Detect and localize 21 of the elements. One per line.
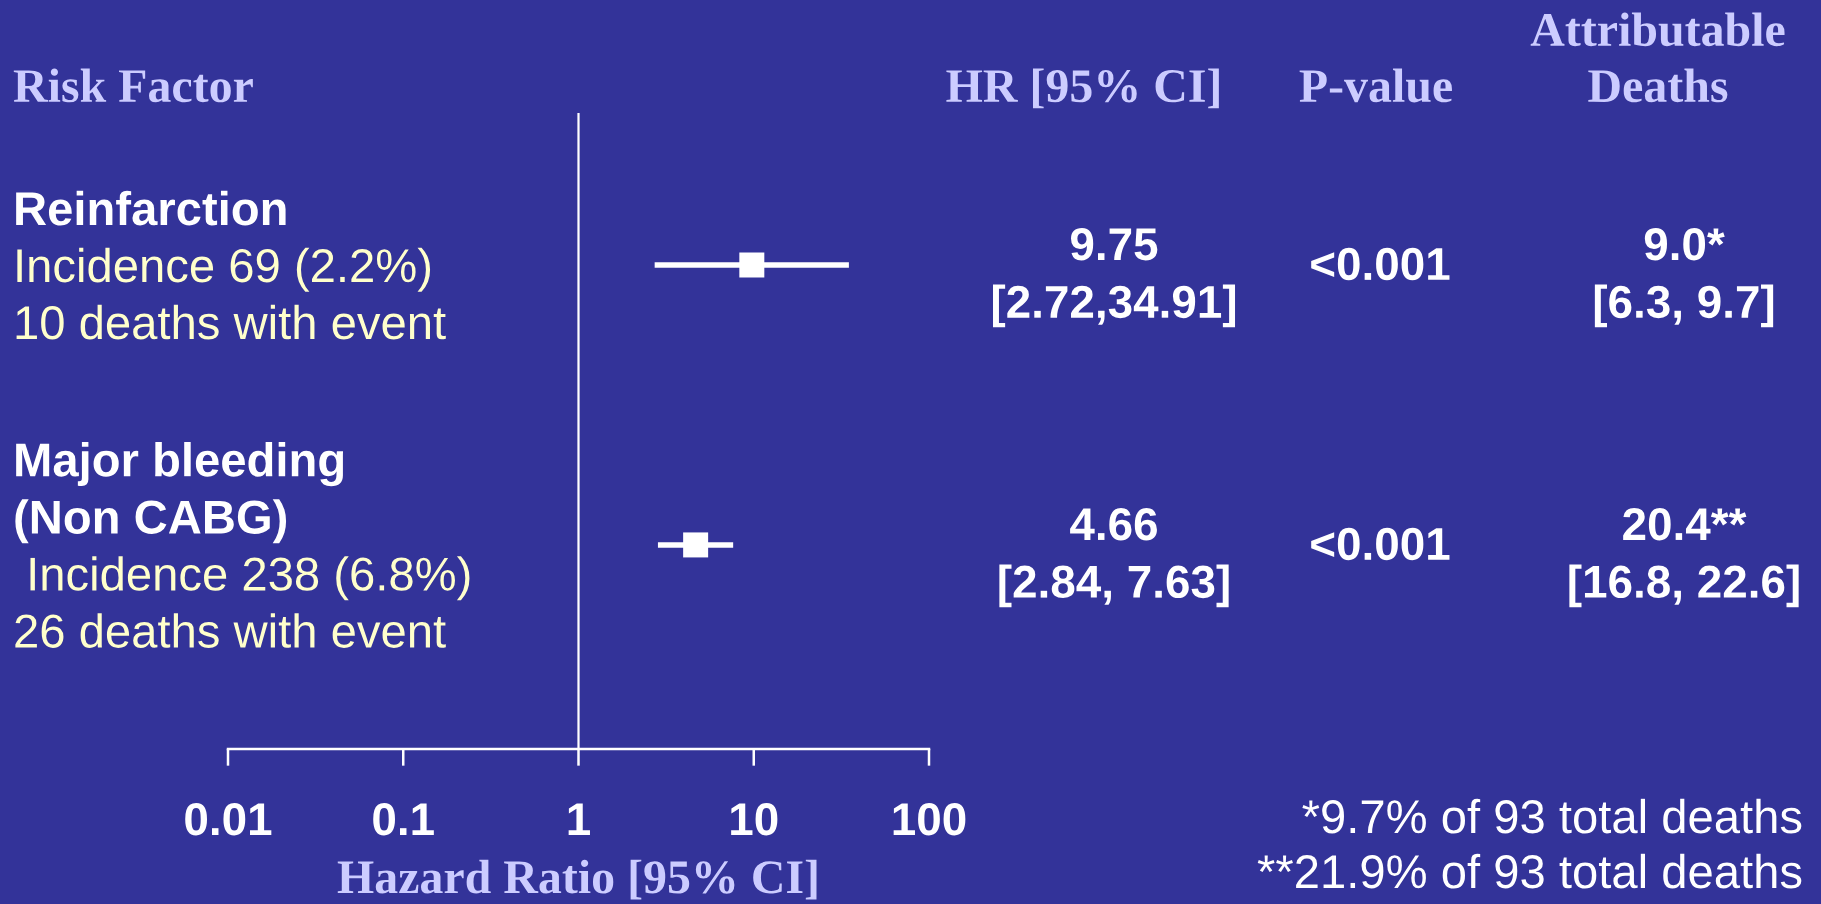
x-tick-label: 1 [568,803,590,835]
text: <0.001 [1311,527,1450,561]
y-tick-label: Reinfarction [16,190,286,226]
y-axis-title: Risk Factor [13,68,253,103]
text: 20.4** [16.8, 22.6] [1569,507,1799,608]
annotation: Incidence 238 (6.8%) 26 deaths with event [15,556,470,648]
text: P-value [1299,68,1452,103]
text: Attributable Deaths [1530,12,1785,103]
data-label: 9.75 [2.72,34.91] [993,228,1236,328]
x-tick-label: 0.01 [185,802,272,836]
x-tick-label: 0.1 [373,802,434,836]
data-label: 4.66 [2.84, 7.63] [999,507,1229,608]
x-tick-label: 10 [731,802,778,836]
x-tick-label: 100 [893,802,966,836]
text: *9.7% of 93 total deaths **21.9% of 93 total deaths [1257,798,1802,889]
annotation: Incidence 69 (2.2%) 10 deaths with event [16,247,446,340]
y-tick-label: Major bleeding (Non CABG) [15,441,344,544]
text: HR [95% CI] [946,68,1219,109]
text: <0.001 [1311,247,1450,281]
text: 9.0* [6.3, 9.7] [1594,228,1774,328]
x-axis-title: Hazard Ratio [95% CI] [337,859,817,900]
